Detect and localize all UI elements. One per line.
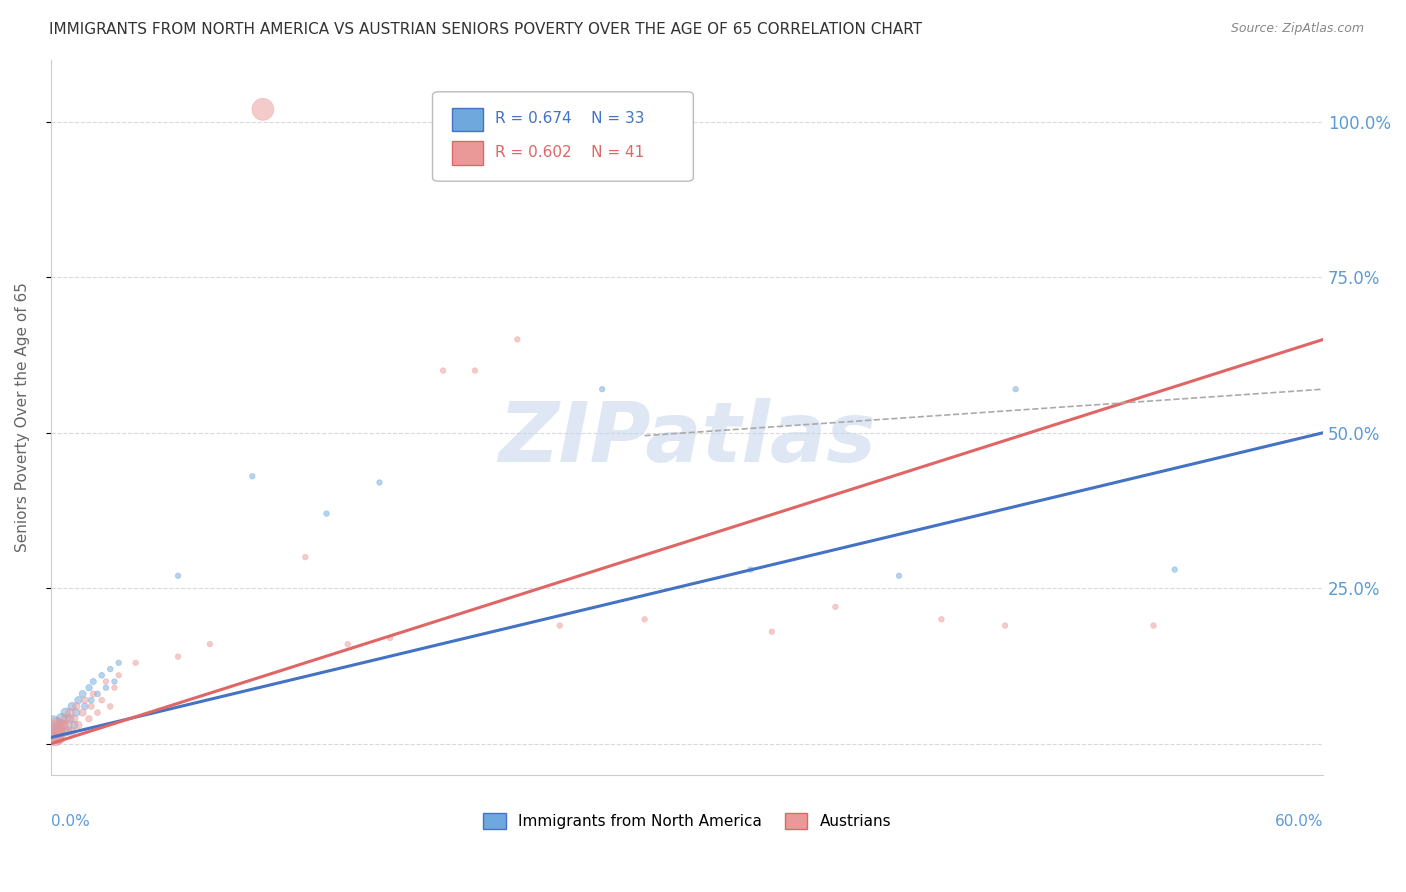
Point xyxy=(315,507,337,521)
Point xyxy=(994,618,1017,632)
Point xyxy=(77,681,100,695)
Point xyxy=(252,103,274,117)
Point xyxy=(107,668,129,682)
Y-axis label: Seniors Poverty Over the Age of 65: Seniors Poverty Over the Age of 65 xyxy=(15,282,30,552)
Point xyxy=(107,656,129,670)
Point xyxy=(60,724,83,739)
Point xyxy=(824,599,846,614)
Point xyxy=(73,699,96,714)
Point xyxy=(1163,563,1185,577)
Point xyxy=(42,724,65,739)
Point xyxy=(633,612,655,626)
Text: 60.0%: 60.0% xyxy=(1275,814,1323,830)
Point xyxy=(98,662,121,676)
Point xyxy=(167,649,190,664)
Point xyxy=(1004,382,1026,396)
Point xyxy=(506,333,529,347)
Point xyxy=(90,668,112,682)
FancyBboxPatch shape xyxy=(433,92,693,181)
Point xyxy=(94,681,117,695)
FancyBboxPatch shape xyxy=(451,141,484,165)
Point xyxy=(59,706,82,720)
Point xyxy=(51,712,73,726)
Text: IMMIGRANTS FROM NORTH AMERICA VS AUSTRIAN SENIORS POVERTY OVER THE AGE OF 65 COR: IMMIGRANTS FROM NORTH AMERICA VS AUSTRIA… xyxy=(49,22,922,37)
Point xyxy=(80,693,103,707)
Point xyxy=(48,724,70,739)
Point xyxy=(51,718,73,732)
Point xyxy=(167,568,190,582)
Text: R = 0.602    N = 41: R = 0.602 N = 41 xyxy=(495,145,644,160)
Point xyxy=(67,693,90,707)
Point xyxy=(931,612,953,626)
Point xyxy=(48,731,70,745)
Point xyxy=(42,718,65,732)
Point xyxy=(72,706,94,720)
Point xyxy=(82,687,104,701)
Point xyxy=(761,624,783,639)
Point xyxy=(77,712,100,726)
Point xyxy=(56,718,79,732)
Point xyxy=(86,706,108,720)
Point xyxy=(63,712,86,726)
Point xyxy=(60,699,83,714)
Point xyxy=(98,699,121,714)
Point xyxy=(198,637,221,651)
Text: 0.0%: 0.0% xyxy=(51,814,90,830)
Point xyxy=(887,568,910,582)
Point xyxy=(124,656,146,670)
Point xyxy=(73,693,96,707)
Point xyxy=(46,731,69,745)
Point xyxy=(65,706,87,720)
Point xyxy=(294,550,316,565)
FancyBboxPatch shape xyxy=(451,108,484,131)
Point xyxy=(44,724,66,739)
Point xyxy=(86,687,108,701)
Point xyxy=(52,724,75,739)
Point xyxy=(67,718,90,732)
Point xyxy=(548,618,571,632)
Point xyxy=(52,718,75,732)
Text: Source: ZipAtlas.com: Source: ZipAtlas.com xyxy=(1230,22,1364,36)
Point xyxy=(56,724,79,739)
Point xyxy=(44,731,66,745)
Point xyxy=(80,699,103,714)
Point xyxy=(464,363,486,377)
Point xyxy=(336,637,359,651)
Text: ZIPatlas: ZIPatlas xyxy=(498,398,876,479)
Point xyxy=(90,693,112,707)
Point xyxy=(55,706,77,720)
Text: R = 0.674    N = 33: R = 0.674 N = 33 xyxy=(495,112,644,127)
Point xyxy=(94,674,117,689)
Point xyxy=(72,687,94,701)
Point xyxy=(82,674,104,689)
Legend: Immigrants from North America, Austrians: Immigrants from North America, Austrians xyxy=(477,807,897,835)
Point xyxy=(63,718,86,732)
Point xyxy=(103,674,125,689)
Point xyxy=(65,699,87,714)
Point xyxy=(103,681,125,695)
Point xyxy=(368,475,391,490)
Point xyxy=(378,631,401,645)
Point xyxy=(240,469,263,483)
Point xyxy=(1142,618,1164,632)
Point xyxy=(591,382,613,396)
Point xyxy=(55,712,77,726)
Point xyxy=(46,718,69,732)
Point xyxy=(740,563,762,577)
Point xyxy=(59,712,82,726)
Point xyxy=(432,363,454,377)
